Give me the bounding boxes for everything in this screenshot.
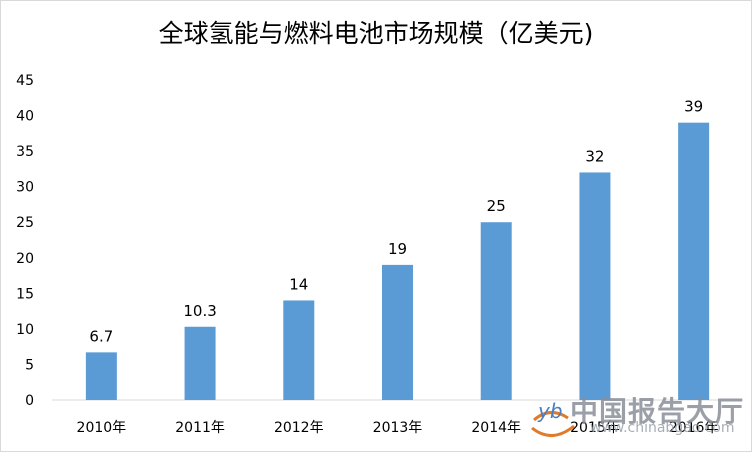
data-label: 14 xyxy=(289,275,308,293)
bar xyxy=(184,326,216,400)
y-tick-label: 15 xyxy=(16,286,34,302)
data-labels: 6.7 10.3 14 19 25 32 39 xyxy=(89,98,703,346)
data-label: 25 xyxy=(487,197,506,215)
data-label: 39 xyxy=(684,98,703,116)
x-tick-label: 2012年 xyxy=(274,420,324,436)
x-tick-label: 2015年 xyxy=(570,420,620,436)
data-label: 19 xyxy=(388,240,407,258)
watermark-name: 中国报告大厅 xyxy=(570,395,745,428)
x-tick-label: 2011年 xyxy=(175,420,225,436)
chart-title: 全球氢能与燃料电池市场规模（亿美元) xyxy=(158,19,594,48)
x-tick-label: 2013年 xyxy=(373,420,423,436)
y-axis: 0 5 10 15 20 25 30 35 40 45 xyxy=(16,73,34,409)
y-tick-label: 10 xyxy=(16,322,34,338)
y-tick-label: 25 xyxy=(16,215,34,231)
bar xyxy=(678,122,710,401)
y-tick-label: 30 xyxy=(16,180,34,196)
y-tick-label: 0 xyxy=(25,393,34,409)
x-tick-label: 2010年 xyxy=(77,420,127,436)
x-tick-label: 2016年 xyxy=(669,420,719,436)
bar xyxy=(85,352,117,400)
data-label: 10.3 xyxy=(183,302,216,320)
bars xyxy=(85,122,710,401)
y-tick-label: 45 xyxy=(16,73,34,89)
watermark-logo-icon: yb xyxy=(531,399,575,437)
x-tick-label: 2014年 xyxy=(471,420,521,436)
y-tick-label: 40 xyxy=(16,109,34,125)
bar xyxy=(579,172,611,400)
watermark-url: www.chinabgao.com xyxy=(590,420,735,436)
bar xyxy=(382,264,413,400)
data-label: 6.7 xyxy=(89,327,113,345)
y-tick-label: 5 xyxy=(25,357,34,373)
bar xyxy=(480,222,512,400)
x-axis-ticks: 2010年 2011年 2012年 2013年 2014年 2015年 2016年 xyxy=(77,420,719,436)
y-tick-label: 35 xyxy=(16,144,34,160)
watermark: yb 中国报告大厅 www.chinabgao.com xyxy=(528,388,750,448)
svg-text:yb: yb xyxy=(537,399,563,423)
bar xyxy=(283,300,315,400)
data-label: 32 xyxy=(585,147,604,165)
y-tick-label: 20 xyxy=(16,251,34,267)
